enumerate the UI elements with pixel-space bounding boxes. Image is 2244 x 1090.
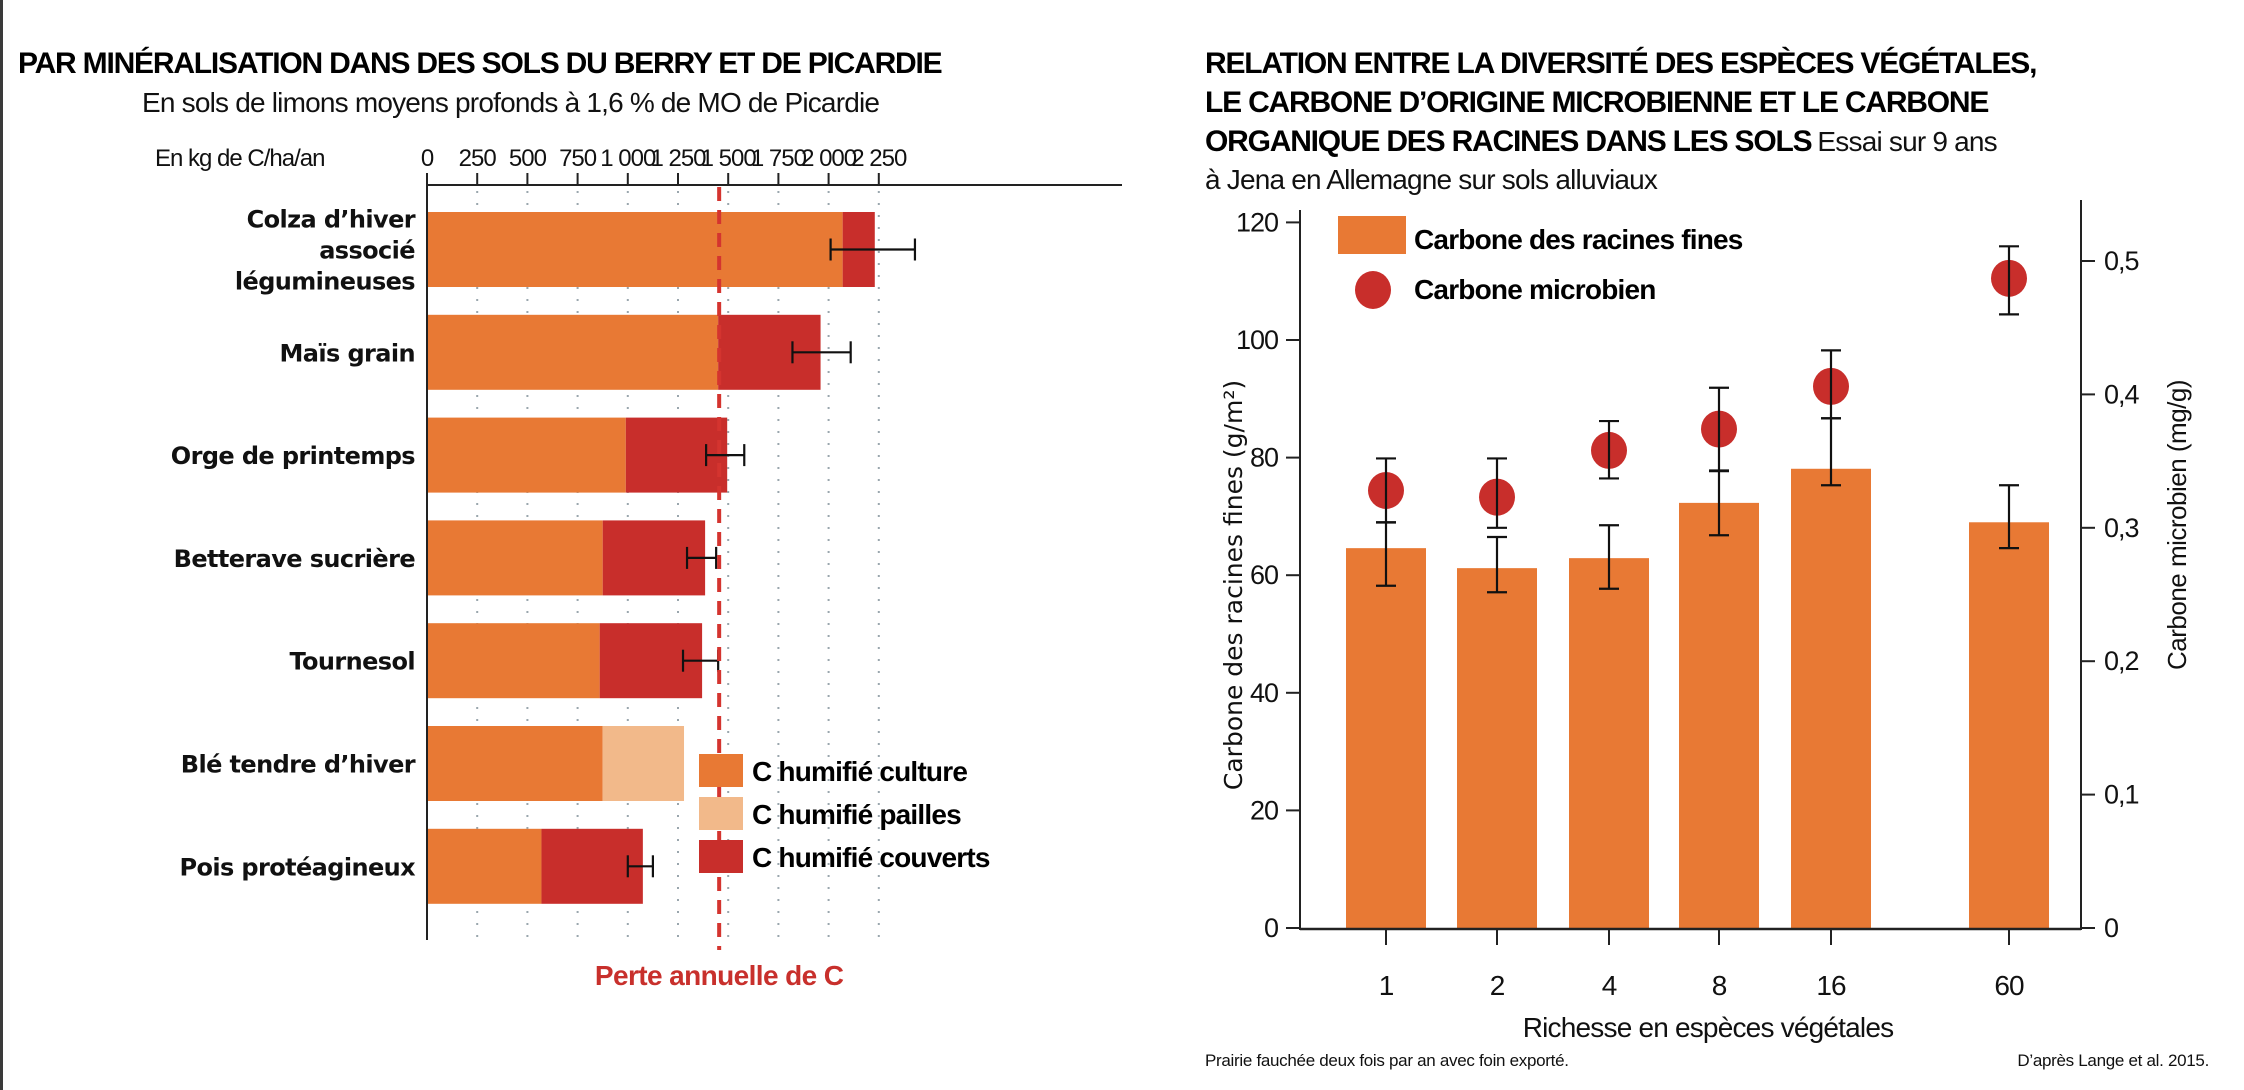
diversity-chart: RELATION ENTRE LA DIVERSITÉ DES ESPÈCES … [1205, 46, 2209, 1070]
y2-tick-label: 0,3 [2104, 513, 2139, 543]
y2-tick-label: 0 [2104, 913, 2118, 943]
y-tick-label: 120 [1236, 207, 1278, 237]
left-error-bars [626, 238, 917, 878]
bar-segment-culture [427, 417, 626, 493]
category-label: Pois protéagineux [179, 853, 416, 881]
root-carbon-bar [1569, 558, 1649, 928]
x-tick-label: 1 250 [650, 145, 706, 172]
page-left-border [0, 0, 3, 1090]
legend-label-microbial-carbon: Carbone microbien [1414, 274, 1656, 305]
mineralisation-chart: PAR MINÉRALISATION DANS DES SOLS DU BERR… [18, 46, 1122, 991]
category-label: Orge de printemps [171, 442, 416, 470]
bar-segment-culture [427, 726, 603, 801]
legend-swatch-root-carbon [1338, 216, 1406, 254]
x-tick-label: 0 [421, 145, 434, 172]
right-chart-right-y-label: Carbone microbien (mg/g) [2162, 380, 2192, 670]
legend-swatch-couverts [699, 840, 743, 873]
right-title-line-3: ORGANIQUE DES RACINES DANS LES SOLS Essai… [1205, 125, 1997, 158]
right-title-line-2: LE CARBONE D’ORIGINE MICROBIENNE ET LE C… [1205, 86, 1988, 119]
root-carbon-bar [1679, 502, 1759, 928]
bar-segment-couverts [541, 828, 643, 904]
y-tick-label: 40 [1250, 678, 1278, 708]
legend-swatch-microbial-carbon [1355, 271, 1391, 309]
category-label: légumineuses [235, 268, 415, 296]
y-tick-label: 0 [1264, 913, 1278, 943]
category-label: associé [319, 237, 415, 265]
left-legend: C humifié culture C humifié pailles C humi… [699, 754, 991, 873]
x-tick-label: 16 [1816, 970, 1846, 1001]
left-bars [427, 212, 875, 904]
bar-segment-culture [427, 212, 843, 287]
right-chart-right-y-ticks: 0 0,1 0,2 0,3 0,4 0,5 [2081, 246, 2141, 943]
x-tick-label: 500 [509, 145, 547, 172]
y-tick-label: 60 [1250, 560, 1278, 590]
y2-tick-label: 0,5 [2104, 246, 2139, 276]
annual-loss-label: Perte annuelle de C [595, 960, 844, 991]
x-tick-label: 8 [1712, 970, 1727, 1001]
bar-segment-culture [427, 314, 719, 390]
right-title-line-3-bold: ORGANIQUE DES RACINES DANS LES SOLS [1205, 125, 1812, 158]
left-chart-subtitle: En sols de limons moyens profonds à 1,6 … [142, 87, 879, 118]
right-chart-x-label: Richesse en espèces végétales [1523, 1012, 1894, 1043]
y-tick-label: 100 [1236, 325, 1278, 355]
right-chart-left-y-ticks: 0 20 40 60 80 100 120 [1236, 207, 1300, 943]
right-chart-title: RELATION ENTRE LA DIVERSITÉ DES ESPÈCES … [1205, 46, 2037, 195]
microbial-carbon-error-bars [1376, 245, 2019, 529]
x-tick-label: 250 [459, 145, 497, 172]
x-tick-label: 750 [559, 145, 597, 172]
right-chart-left-y-label: Carbone des racines fines (g/m²) [1219, 380, 1248, 790]
x-tick-label: 1 750 [751, 145, 807, 172]
y2-tick-label: 0,4 [2104, 379, 2140, 409]
category-label: Blé tendre d’hiver [181, 751, 416, 779]
root-carbon-bars [1346, 468, 2049, 928]
x-tick-label: 1 500 [701, 145, 757, 172]
legend-label-pailles: C humifié pailles [752, 799, 961, 830]
left-chart-title: PAR MINÉRALISATION DANS DES SOLS DU BERR… [18, 46, 942, 80]
category-label: Maïs grain [280, 339, 415, 367]
category-label: Colza d’hiver [247, 206, 416, 234]
legend-label-culture: C humifié culture [752, 756, 967, 787]
y-tick-label: 80 [1250, 443, 1278, 473]
root-carbon-bar [1791, 468, 1871, 928]
x-tick-label: 2 000 [801, 145, 857, 172]
x-tick-label: 4 [1602, 970, 1617, 1001]
category-label: Betterave sucrière [174, 545, 416, 573]
y-tick-label: 20 [1250, 795, 1278, 825]
bar-segment-culture [427, 623, 600, 699]
left-x-axis-label: En kg de C/ha/an [155, 145, 324, 172]
x-tick-label: 2 250 [851, 145, 907, 172]
right-title-line-1: RELATION ENTRE LA DIVERSITÉ DES ESPÈCES … [1205, 46, 2036, 80]
right-subtitle-line-1: Essai sur 9 ans [1817, 126, 1996, 157]
root-carbon-bar [1969, 522, 2049, 928]
x-tick-label: 60 [1994, 970, 2024, 1001]
legend-label-root-carbon: Carbone des racines fines [1414, 224, 1743, 255]
x-tick-label: 2 [1490, 970, 1505, 1001]
root-carbon-bar [1346, 548, 1426, 928]
root-carbon-error-bars [1376, 417, 2019, 594]
x-tick-label: 1 [1379, 970, 1394, 1001]
y2-tick-label: 0,1 [2104, 780, 2139, 810]
bar-segment-culture [427, 520, 603, 596]
legend-label-couverts: C humifié couverts [752, 842, 990, 873]
legend-swatch-culture [699, 754, 743, 787]
y2-tick-label: 0,2 [2104, 646, 2139, 676]
root-carbon-bar [1457, 568, 1537, 928]
footnote-left: Prairie fauchée deux fois par an avec fo… [1205, 1051, 1569, 1070]
bar-segment-culture [427, 828, 542, 904]
left-category-labels: Colza d’hiver associé légumineuses Maïs gra… [171, 206, 417, 882]
right-legend: Carbone des racines fines Carbone microb… [1338, 216, 1744, 309]
footnote-source: D’après Lange et al. 2015. [2017, 1051, 2209, 1070]
bar-segment-pailles [602, 726, 685, 801]
x-tick-label: 1 000 [600, 145, 656, 172]
legend-swatch-pailles [699, 797, 743, 830]
category-label: Tournesol [289, 648, 415, 676]
right-subtitle-line-2: à Jena en Allemagne sur sols alluviaux [1205, 164, 1658, 195]
right-chart-x-ticks: 1 2 4 8 16 60 [1379, 930, 2025, 1001]
